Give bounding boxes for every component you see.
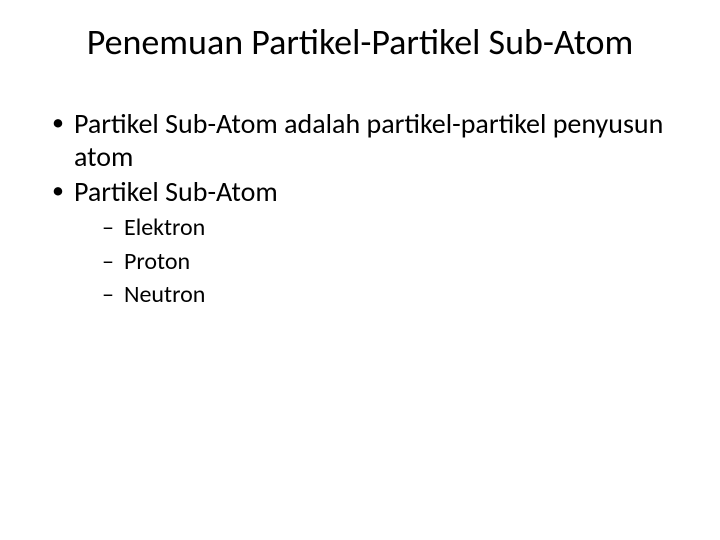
slide: Penemuan Partikel-Partikel Sub-Atom Part… bbox=[0, 0, 720, 540]
list-item: Proton bbox=[100, 246, 684, 277]
slide-body: Partikel Sub-Atom adalah partikel-partik… bbox=[36, 107, 684, 310]
sub-bullet-text: Elektron bbox=[124, 213, 205, 242]
slide-title: Penemuan Partikel-Partikel Sub-Atom bbox=[36, 22, 684, 63]
list-item: Partikel Sub-Atom Elektron Proton Neutro… bbox=[48, 175, 684, 310]
sub-bullet-list: Elektron Proton Neutron bbox=[74, 212, 684, 310]
list-item: Partikel Sub-Atom adalah partikel-partik… bbox=[48, 107, 684, 173]
bullet-text: Partikel Sub-Atom bbox=[74, 174, 278, 209]
list-item: Neutron bbox=[100, 279, 684, 310]
sub-bullet-text: Proton bbox=[124, 247, 190, 276]
list-item: Elektron bbox=[100, 212, 684, 243]
bullet-list: Partikel Sub-Atom adalah partikel-partik… bbox=[48, 107, 684, 310]
bullet-text: Partikel Sub-Atom adalah partikel-partik… bbox=[74, 106, 663, 174]
sub-bullet-text: Neutron bbox=[124, 280, 205, 309]
